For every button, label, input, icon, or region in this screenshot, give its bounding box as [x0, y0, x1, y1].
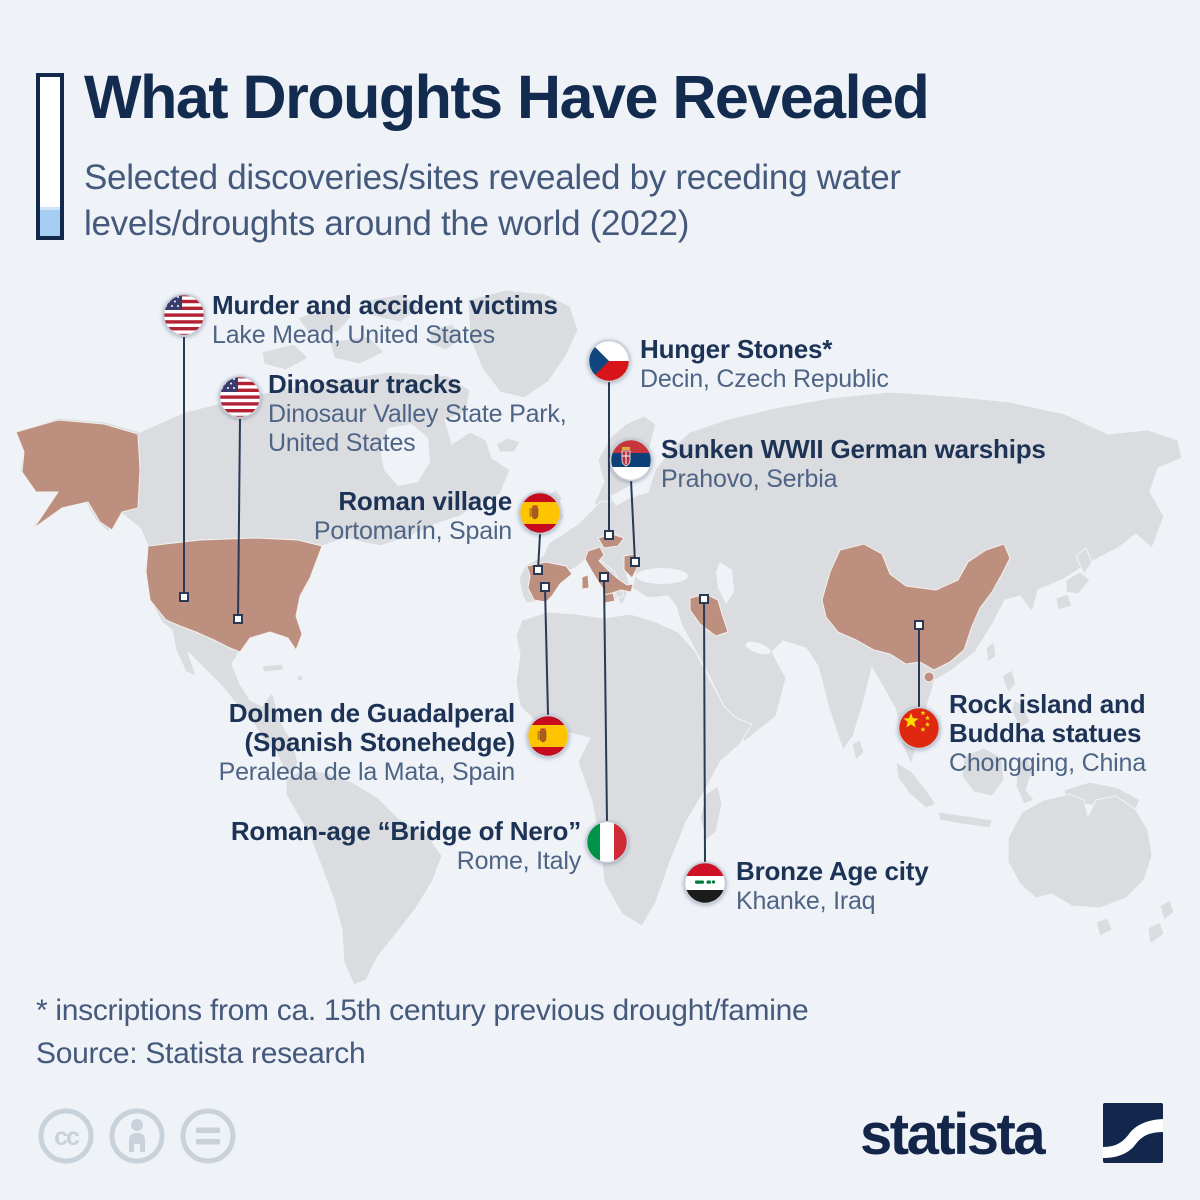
site-location: Lake Mead, United States [212, 321, 495, 350]
site-title: Murder and accident victims [212, 290, 558, 320]
site-label-dolmen: Dolmen de Guadalperal (Spanish Stonehedg… [205, 698, 516, 787]
site-title: Rock island and Buddha statues [949, 689, 1146, 749]
site-title: Bronze Age city [736, 856, 929, 886]
water-level-fill [40, 207, 60, 236]
map-iraq-highlight [689, 593, 729, 637]
map-usa-highlight [145, 537, 323, 653]
map-iceland [495, 437, 521, 453]
site-title: Roman-age “Bridge of Nero” [230, 816, 581, 846]
map-greenland [467, 289, 579, 399]
cc-icon [38, 1108, 94, 1164]
site-title: Dolmen de Guadalperal (Spanish Stonehedg… [228, 698, 515, 758]
site-label-prahovo: Sunken WWII German warships Prahovo, Ser… [661, 434, 1046, 494]
water-gauge-icon [36, 73, 64, 240]
site-location: Peraleda de la Mata, Spain [218, 758, 516, 787]
site-title: Roman village [338, 486, 512, 516]
czech-flag-icon [587, 339, 631, 383]
site-label-dinosaur-valley: Dinosaur tracks Dinosaur Valley State Pa… [268, 369, 613, 457]
statista-wordmark: statista [860, 1102, 1046, 1167]
map-caspian-sea [716, 562, 734, 604]
site-location: Decin, Czech Republic [640, 365, 889, 394]
map-baltic-sea [610, 478, 644, 506]
us-flag-icon [162, 293, 206, 337]
spain-flag-icon [518, 491, 562, 535]
site-location: Rome, Italy [456, 847, 581, 876]
map-black-sea [636, 568, 688, 584]
site-location: Dinosaur Valley State Park, United State… [268, 400, 567, 457]
connector-lines [179, 337, 924, 863]
attribution-person-icon [109, 1108, 165, 1164]
map-alaska-highlight [15, 419, 141, 531]
license-icons: cc [36, 1104, 246, 1173]
footnote: * inscriptions from ca. 15th century pre… [36, 994, 809, 1027]
no-derivatives-equals-icon [180, 1108, 236, 1164]
site-location: Prahovo, Serbia [661, 465, 838, 494]
china-flag-icon [897, 706, 941, 750]
source-line: Source: Statista research [36, 1037, 366, 1070]
site-location: Chongqing, China [949, 749, 1146, 778]
map-china-highlight [821, 543, 1011, 671]
site-title: Hunger Stones* [640, 334, 833, 364]
site-location: Portomarín, Spain [313, 517, 512, 546]
statista-logo-icon [1103, 1103, 1163, 1168]
spain-flag-icon [526, 714, 570, 758]
map-south-america [285, 769, 443, 986]
site-label-portomarin: Roman village Portomarín, Spain [313, 486, 512, 546]
page-title: What Droughts Have Revealed [84, 63, 930, 131]
map-persian-gulf [745, 641, 771, 655]
site-label-khanke: Bronze Age city Khanke, Iraq [736, 856, 929, 916]
us-flag-icon [218, 375, 262, 419]
site-label-hunger-stones: Hunger Stones* Decin, Czech Republic [640, 334, 889, 394]
map-australia [1007, 793, 1153, 909]
site-location: Khanke, Iraq [736, 887, 876, 916]
site-label-bridge-of-nero: Roman-age “Bridge of Nero” Rome, Italy [230, 816, 581, 876]
map-japan [1075, 547, 1093, 576]
site-label-lake-mead: Murder and accident victims Lake Mead, U… [212, 290, 558, 350]
italy-flag-icon [585, 820, 629, 864]
page-subtitle: Selected discoveries/sites revealed by r… [84, 158, 901, 244]
iraq-flag-icon [683, 861, 727, 905]
site-label-chongqing: Rock island and Buddha statues Chongqing… [949, 689, 1167, 778]
site-title: Dinosaur tracks [268, 369, 462, 399]
serbia-flag-icon [609, 438, 653, 482]
site-title: Sunken WWII German warships [661, 434, 1046, 464]
svg-text:cc: cc [54, 1123, 80, 1151]
map-hudson-bay [380, 424, 430, 486]
